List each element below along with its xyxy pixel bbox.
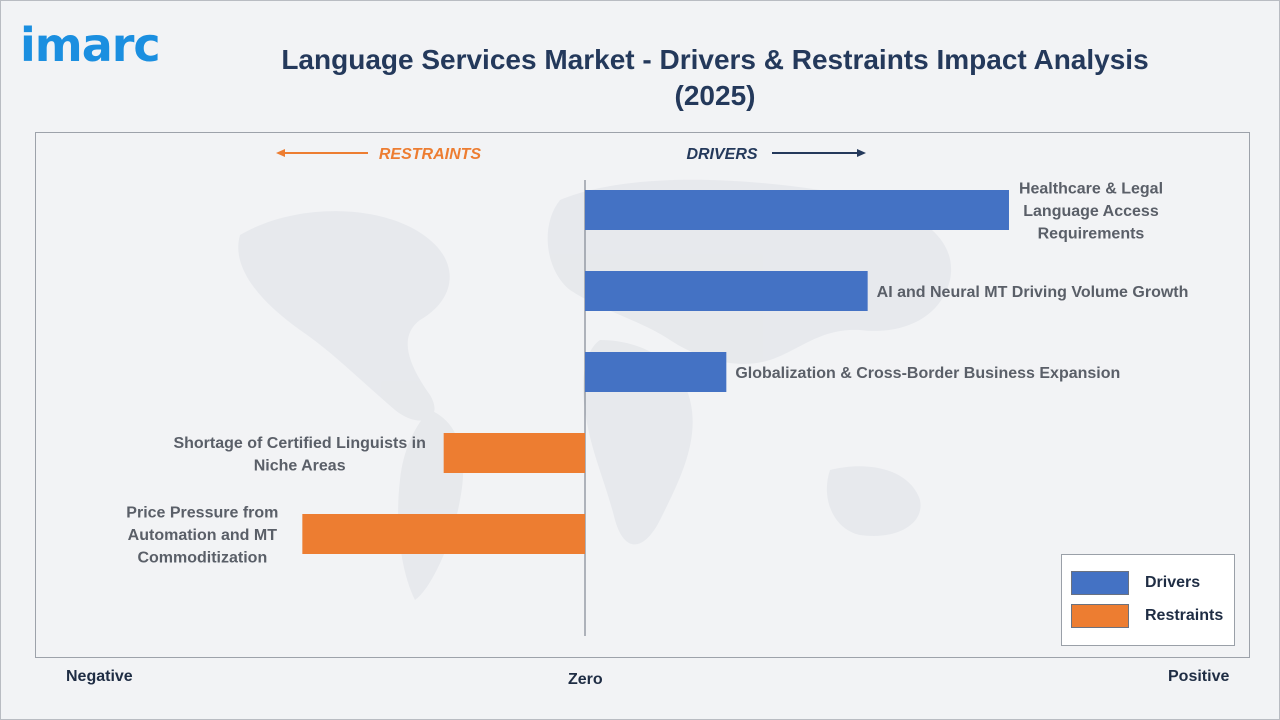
legend-item-restraints: Restraints: [1071, 604, 1223, 628]
restraints-arrow: [276, 149, 368, 157]
legend-swatch-restraints: [1071, 604, 1129, 628]
legend-label-restraints: Restraints: [1145, 607, 1224, 624]
bar-driver-1: [585, 271, 868, 311]
drivers-arrow: [772, 149, 866, 157]
bar-label-line: Automation and MT: [128, 527, 278, 544]
legend-label-drivers: Drivers: [1145, 574, 1201, 591]
bar-restraint-4: [302, 514, 585, 554]
bar-label-line: Globalization & Cross-Border Business Ex…: [735, 365, 1120, 382]
bar-label-line: Requirements: [1038, 226, 1145, 243]
bar-label-line: Language Access: [1023, 203, 1159, 220]
negative-label: Negative: [66, 668, 133, 685]
chart-title: Language Services Market - Drivers & Res…: [281, 44, 1149, 111]
bar-driver-2: [585, 352, 727, 392]
legend: Drivers Restraints: [1061, 554, 1235, 646]
bar-labels-group: Healthcare & Legal Language Access Require…: [126, 181, 1188, 567]
bar-label-0: Healthcare & Legal Language Access Require…: [1019, 181, 1163, 243]
bar-label-line: Commoditization: [137, 550, 267, 567]
bar-label-2: Globalization & Cross-Border Business Ex…: [735, 365, 1120, 382]
restraints-header: RESTRAINTS: [379, 146, 482, 163]
bar-label-3: Shortage of Certified Linguists in Niche …: [173, 435, 425, 475]
bar-restraint-3: [443, 433, 585, 473]
zero-label: Zero: [568, 671, 603, 688]
legend-item-drivers: Drivers: [1071, 571, 1200, 595]
bar-driver-0: [585, 190, 1009, 230]
bar-label-4: Price Pressure from Automation and MT Comm…: [126, 505, 278, 567]
bar-label-line: Healthcare & Legal: [1019, 181, 1163, 198]
imarc-logo: imarc: [20, 18, 161, 72]
positive-label: Positive: [1168, 668, 1230, 685]
bar-label-1: AI and Neural MT Driving Volume Growth: [877, 284, 1189, 301]
bars-group: [302, 190, 1009, 554]
bar-label-line: Niche Areas: [254, 457, 346, 474]
bar-label-line: AI and Neural MT Driving Volume Growth: [877, 284, 1189, 301]
bar-label-line: Price Pressure from: [126, 505, 278, 522]
drivers-header: DRIVERS: [686, 146, 757, 163]
bar-label-line: Shortage of Certified Linguists in: [173, 435, 425, 452]
legend-swatch-drivers: [1071, 571, 1129, 595]
